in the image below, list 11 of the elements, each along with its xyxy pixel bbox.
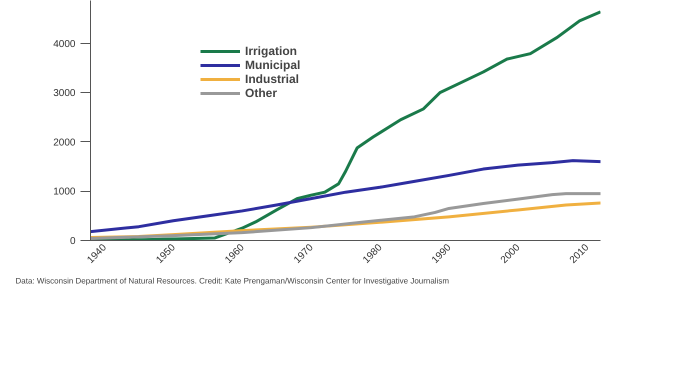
legend-label: Other (245, 86, 278, 100)
legend-label: Municipal (245, 58, 300, 72)
legend-label: Irrigation (245, 44, 298, 58)
line-series (90, 159, 600, 234)
y-tick-label: 1000 (53, 186, 76, 198)
y-tick-label: 4000 (53, 38, 76, 50)
y-tick-label: 3000 (53, 88, 76, 100)
legend-label: Industrial (245, 72, 300, 86)
text: Data: Wisconsin Department of Natural Resources. Credit: Kate Prengaman/Wisconsin Center for Investigative Journalism (16, 276, 450, 286)
y-tick-label: 0 (70, 236, 76, 247)
y-tick-label: 2000 (53, 137, 76, 148)
